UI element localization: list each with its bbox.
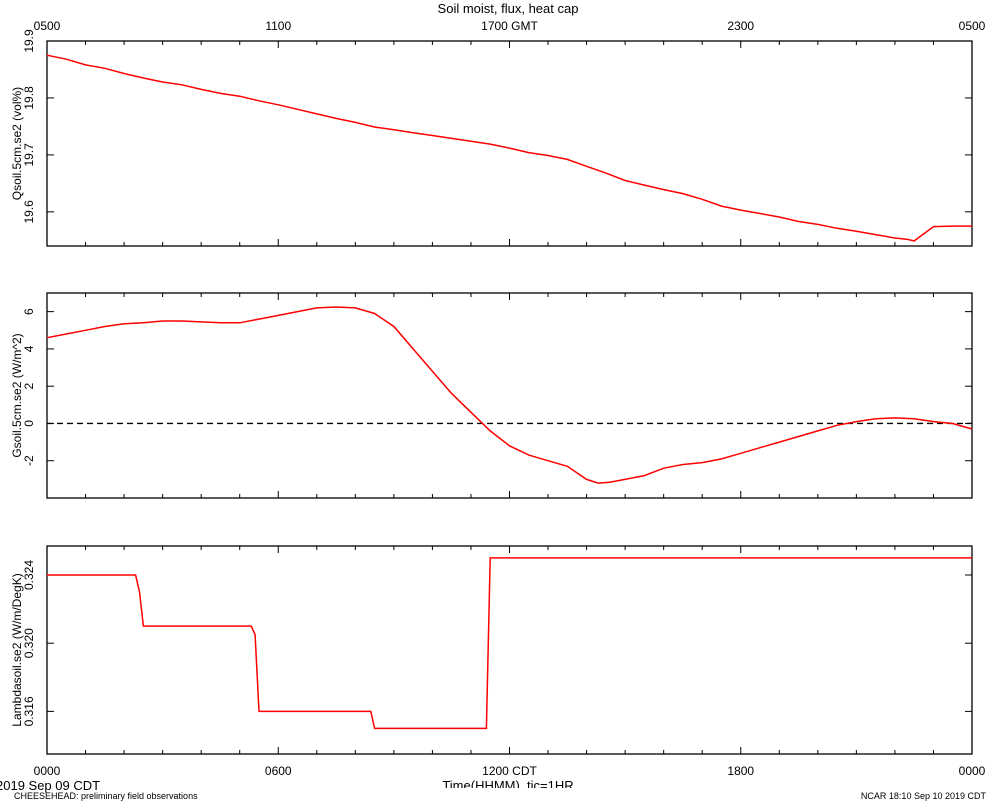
series-line — [47, 557, 972, 730]
y-axis-label: Qsoil.5cm.se2 (vol%) — [10, 87, 24, 200]
y-tick-label: 0.324 — [22, 560, 36, 590]
y-tick-label: 0.316 — [22, 696, 36, 726]
top-tick-label: 1100 — [265, 19, 291, 33]
y-axis-label: Lambdasoil.se2 (W/m/DegK) — [10, 573, 24, 726]
y-tick-label: 6 — [22, 308, 36, 315]
panel-2: -2 0 2 4 6 Gsoil.5cm.se2 (W/m^2) — [10, 292, 973, 499]
bottom-tick-label: 1800 — [727, 764, 754, 778]
top-tick-label: 0500 — [959, 19, 986, 33]
top-tick-label: 2300 — [727, 19, 754, 33]
y-tick-label: 2 — [22, 383, 36, 390]
y-tick-label: 0.320 — [22, 628, 36, 658]
bottom-tick-label: 0600 — [265, 764, 292, 778]
y-tick-label: 19.7 — [22, 143, 36, 167]
y-tick-label: -2 — [22, 455, 36, 466]
y-tick-label: 19.9 — [22, 29, 36, 53]
plot-frame — [46, 545, 973, 755]
plot-frame — [46, 292, 973, 499]
bottom-tick-label: 1200 CDT — [482, 764, 537, 778]
series-line — [46, 306, 973, 484]
top-tick-label: 0500 — [34, 19, 61, 33]
series-line — [46, 54, 972, 242]
bottom-tick-label: 0000 — [34, 764, 61, 778]
plot-frame — [46, 40, 973, 247]
footer-left: CHEESEHEAD: preliminary field observatio… — [14, 791, 198, 801]
bottom-tick-label: 0000 — [959, 764, 986, 778]
top-tick-label: 1700 GMT — [481, 19, 538, 33]
y-tick-label: 4 — [22, 345, 36, 352]
x-axis-label: Time(HHMM), tic=1HR — [442, 778, 574, 788]
chart-title: Soil moist, flux, heat cap — [437, 1, 579, 16]
footer-right: NCAR 18:10 Sep 10 2019 CDT — [860, 791, 986, 801]
y-axis-label: Gsoil.5cm.se2 (W/m^2) — [10, 333, 24, 457]
y-tick-label: 0 — [22, 420, 36, 427]
y-tick-label: 19.8 — [22, 86, 36, 110]
y-tick-label: 19.6 — [22, 200, 36, 224]
start-date-label: 2019 Sep 09 CDT — [0, 778, 101, 793]
panel-1: 19.6 19.7 19.8 19.9 Qsoil.5cm.se2 (vol%) — [10, 29, 973, 247]
